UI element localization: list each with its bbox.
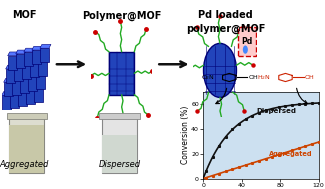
Bar xyxy=(102,115,137,173)
Polygon shape xyxy=(30,60,41,63)
Bar xyxy=(36,75,45,89)
Polygon shape xyxy=(24,48,35,52)
Bar xyxy=(109,52,134,95)
Polygon shape xyxy=(20,75,31,78)
Bar xyxy=(20,78,29,93)
Text: polymer@MOF: polymer@MOF xyxy=(186,24,266,34)
Polygon shape xyxy=(36,71,47,75)
Text: Dispersed: Dispersed xyxy=(99,160,141,169)
Polygon shape xyxy=(28,73,39,77)
Polygon shape xyxy=(16,50,27,54)
Polygon shape xyxy=(40,44,51,48)
Bar xyxy=(4,82,13,96)
Polygon shape xyxy=(34,84,45,88)
Bar xyxy=(9,115,45,173)
Text: $\mathregular{H_2N}$: $\mathregular{H_2N}$ xyxy=(257,73,270,82)
Text: Polymer@MOF: Polymer@MOF xyxy=(82,10,162,21)
Bar xyxy=(34,88,43,102)
Circle shape xyxy=(203,43,237,98)
Bar xyxy=(22,65,31,79)
Polygon shape xyxy=(4,78,15,82)
Polygon shape xyxy=(18,88,29,92)
Bar xyxy=(9,125,45,173)
Polygon shape xyxy=(2,92,13,95)
Polygon shape xyxy=(38,58,49,61)
Bar xyxy=(6,113,47,119)
Polygon shape xyxy=(32,46,43,50)
Bar xyxy=(16,54,25,68)
Bar xyxy=(30,63,39,77)
Polygon shape xyxy=(14,63,25,67)
Bar xyxy=(28,77,37,91)
Bar xyxy=(2,95,11,110)
Polygon shape xyxy=(8,52,19,56)
Polygon shape xyxy=(12,77,23,80)
Bar xyxy=(26,90,35,104)
Circle shape xyxy=(243,46,248,54)
Text: Pd loaded: Pd loaded xyxy=(199,10,253,20)
Polygon shape xyxy=(22,61,33,65)
Text: Pd: Pd xyxy=(241,37,253,46)
Text: Dispersed: Dispersed xyxy=(256,108,296,114)
Y-axis label: Conversion (%): Conversion (%) xyxy=(181,106,190,164)
Text: MOF: MOF xyxy=(12,10,37,20)
Bar xyxy=(6,69,15,83)
Polygon shape xyxy=(6,65,17,69)
Bar xyxy=(40,48,49,62)
Polygon shape xyxy=(10,90,21,94)
FancyBboxPatch shape xyxy=(238,27,256,56)
Bar xyxy=(18,92,27,106)
Bar xyxy=(8,56,17,70)
FancyArrowPatch shape xyxy=(297,88,307,104)
Text: OH: OH xyxy=(249,75,258,80)
Bar xyxy=(12,80,21,94)
Bar xyxy=(10,94,19,108)
Bar xyxy=(32,50,41,64)
Bar xyxy=(24,52,33,66)
FancyArrowPatch shape xyxy=(216,88,227,104)
Bar xyxy=(102,135,137,173)
Bar xyxy=(38,61,47,76)
Text: $\mathregular{O_2N}$: $\mathregular{O_2N}$ xyxy=(201,73,215,82)
Text: Aggregated: Aggregated xyxy=(0,160,49,169)
Bar xyxy=(14,67,23,81)
Text: Aggregated: Aggregated xyxy=(268,151,312,157)
Bar xyxy=(99,113,139,119)
Text: OH: OH xyxy=(305,75,315,80)
Polygon shape xyxy=(26,86,37,90)
